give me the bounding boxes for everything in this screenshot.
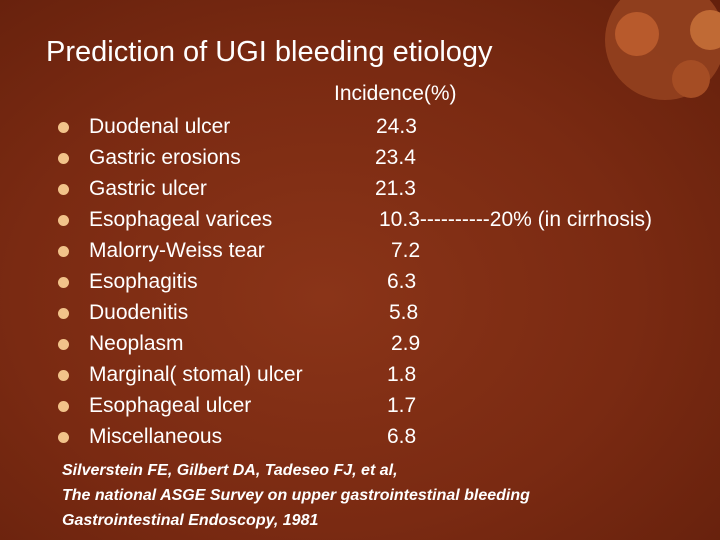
citation-journal: Gastrointestinal Endoscopy, 1981	[62, 512, 319, 529]
citation: Silverstein FE, Gilbert DA, Tadeseo FJ, …	[62, 458, 530, 533]
decorative-circle	[615, 12, 659, 56]
incidence-value: 2.9	[391, 332, 421, 355]
incidence-value: 7.2	[391, 239, 421, 262]
bullet-icon	[58, 308, 69, 319]
bullet-icon	[58, 432, 69, 443]
incidence-value: 23.4	[375, 146, 416, 169]
etiology-label: Gastric ulcer	[89, 177, 207, 200]
etiology-label: Miscellaneous	[89, 425, 223, 448]
incidence-value: 1.7	[387, 394, 417, 417]
etiology-label: Malorry-Weiss tear	[89, 239, 265, 262]
list-item: Marginal( stomal) ulcer 1.8	[0, 360, 720, 391]
citation-authors: Silverstein FE, Gilbert DA, Tadeseo FJ, …	[62, 462, 398, 479]
list-item: Gastric ulcer 21.3	[0, 174, 720, 205]
bullet-icon	[58, 153, 69, 164]
etiology-label: Esophageal varices	[89, 208, 273, 231]
decorative-circle	[672, 60, 710, 98]
list-item: Miscellaneous 6.8	[0, 422, 720, 453]
citation-title: The national ASGE Survey on upper gastro…	[62, 487, 530, 504]
incidence-column-header: Incidence(%)	[334, 82, 457, 105]
bullet-icon	[58, 246, 69, 257]
list-item: Duodenal ulcer 24.3	[0, 112, 720, 143]
list-item: Gastric erosions 23.4	[0, 143, 720, 174]
bullet-icon	[58, 370, 69, 381]
list-item: Esophageal varices 10.3----------20% (in…	[0, 205, 720, 236]
bullet-icon	[58, 122, 69, 133]
incidence-value: 5.8	[389, 301, 419, 324]
etiology-label: Neoplasm	[89, 332, 184, 355]
incidence-value: 1.8	[387, 363, 417, 386]
bullet-icon	[58, 339, 69, 350]
bullet-icon	[58, 277, 69, 288]
etiology-label: Esophagitis	[89, 270, 198, 293]
list-item: Duodenitis 5.8	[0, 298, 720, 329]
incidence-value: 6.8	[387, 425, 417, 448]
list-item: Esophagitis 6.3	[0, 267, 720, 298]
etiology-label: Duodenal ulcer	[89, 115, 231, 138]
etiology-label: Esophageal ulcer	[89, 394, 252, 417]
incidence-value: 6.3	[387, 270, 417, 293]
slide-title: Prediction of UGI bleeding etiology	[46, 36, 493, 68]
list-item: Esophageal ulcer 1.7	[0, 391, 720, 422]
etiology-label: Gastric erosions	[89, 146, 241, 169]
incidence-value: 21.3	[375, 177, 416, 200]
decorative-circle	[690, 10, 720, 50]
etiology-label: Duodenitis	[89, 301, 189, 324]
list-item: Malorry-Weiss tear 7.2	[0, 236, 720, 267]
bullet-icon	[58, 215, 69, 226]
etiology-label: Marginal( stomal) ulcer	[89, 363, 303, 386]
incidence-value: 10.3----------20% (in cirrhosis)	[379, 208, 653, 231]
incidence-value: 24.3	[376, 115, 417, 138]
list-item: Neoplasm 2.9	[0, 329, 720, 360]
bullet-icon	[58, 401, 69, 412]
bullet-icon	[58, 184, 69, 195]
